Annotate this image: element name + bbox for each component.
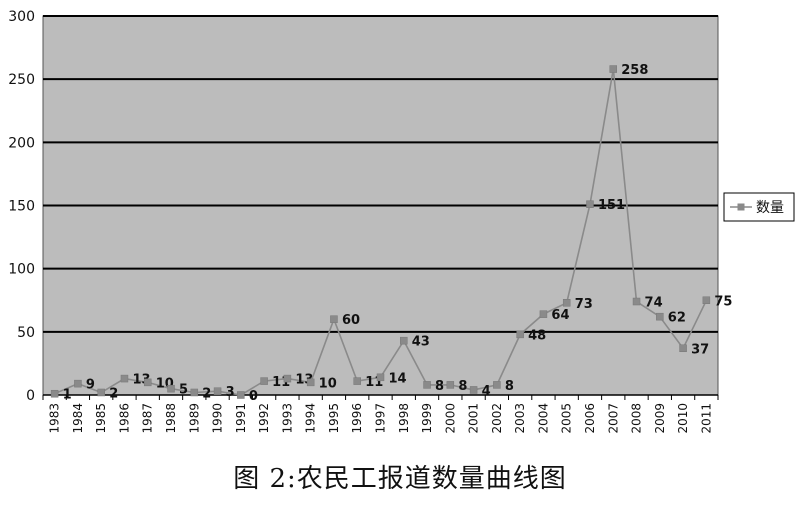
x-tick-label-2007: 2007 bbox=[606, 403, 620, 434]
data-point-1994 bbox=[306, 378, 315, 387]
x-tick-label-2002: 2002 bbox=[490, 403, 504, 434]
data-label-1983: 1 bbox=[63, 388, 72, 403]
x-tick-label-1984: 1984 bbox=[71, 403, 85, 434]
y-tick-label-100: 100 bbox=[8, 262, 35, 278]
legend-entry-label: 数量 bbox=[756, 200, 784, 216]
data-label-1985: 2 bbox=[109, 386, 118, 401]
data-point-1992 bbox=[260, 377, 268, 385]
data-label-1988: 5 bbox=[179, 383, 188, 398]
y-tick-label-300: 300 bbox=[8, 9, 35, 25]
x-tick-label-1989: 1989 bbox=[187, 403, 201, 434]
legend-marker-sample bbox=[737, 203, 745, 211]
data-point-1986 bbox=[120, 374, 129, 383]
data-point-2010 bbox=[679, 344, 687, 353]
data-point-1998 bbox=[400, 336, 408, 345]
data-point-1995 bbox=[330, 315, 338, 323]
x-tick-label-2011: 2011 bbox=[699, 403, 713, 434]
data-label-1994: 10 bbox=[319, 376, 337, 391]
data-label-2004: 64 bbox=[551, 308, 569, 323]
y-tick-label-50: 50 bbox=[17, 325, 35, 341]
data-point-2007 bbox=[609, 65, 618, 73]
data-point-1989 bbox=[190, 388, 199, 397]
data-label-2002: 8 bbox=[505, 379, 514, 394]
data-label-1998: 43 bbox=[412, 335, 430, 350]
data-point-1997 bbox=[376, 373, 385, 382]
x-tick-label-1990: 1990 bbox=[211, 403, 225, 434]
y-tick-label-200: 200 bbox=[8, 135, 35, 151]
data-label-2005: 73 bbox=[575, 297, 593, 312]
x-tick-label-1999: 1999 bbox=[420, 403, 434, 434]
x-tick-label-2004: 2004 bbox=[536, 403, 550, 434]
x-tick-label-2001: 2001 bbox=[467, 403, 481, 434]
data-point-1996 bbox=[353, 377, 361, 385]
data-point-1993 bbox=[283, 374, 292, 383]
x-tick-label-1996: 1996 bbox=[350, 403, 364, 434]
x-tick-label-1992: 1992 bbox=[257, 403, 271, 434]
x-tick-label-2006: 2006 bbox=[583, 403, 597, 434]
data-label-2009: 62 bbox=[668, 311, 686, 326]
data-label-2001: 4 bbox=[482, 384, 491, 399]
y-tick-label-250: 250 bbox=[8, 72, 35, 88]
data-point-2006 bbox=[586, 200, 594, 208]
x-tick-label-2008: 2008 bbox=[630, 403, 644, 434]
data-label-1995: 60 bbox=[342, 313, 360, 328]
data-point-1987 bbox=[143, 378, 152, 387]
data-label-2010: 37 bbox=[691, 342, 709, 357]
x-tick-label-1993: 1993 bbox=[280, 403, 294, 434]
x-tick-label-2005: 2005 bbox=[560, 403, 574, 434]
data-label-2006: 151 bbox=[598, 198, 625, 213]
data-label-2008: 74 bbox=[645, 296, 663, 311]
x-tick-label-1994: 1994 bbox=[304, 403, 318, 434]
data-point-1985 bbox=[97, 388, 105, 397]
data-label-1984: 9 bbox=[86, 378, 95, 393]
data-point-1999 bbox=[423, 381, 431, 389]
x-tick-label-1991: 1991 bbox=[234, 403, 248, 434]
data-label-1997: 14 bbox=[389, 371, 407, 386]
x-tick-label-2003: 2003 bbox=[513, 403, 527, 434]
data-label-2007: 258 bbox=[621, 63, 648, 78]
data-point-2000 bbox=[446, 381, 455, 389]
data-point-1983 bbox=[50, 389, 59, 398]
x-tick-label-1985: 1985 bbox=[94, 403, 108, 434]
y-tick-label-150: 150 bbox=[8, 199, 35, 215]
x-tick-label-2000: 2000 bbox=[443, 403, 457, 434]
x-tick-label-2009: 2009 bbox=[653, 403, 667, 434]
data-point-2005 bbox=[562, 299, 571, 307]
data-label-1991: 0 bbox=[249, 389, 258, 404]
x-tick-label-1998: 1998 bbox=[397, 403, 411, 434]
data-point-2001 bbox=[469, 386, 478, 394]
data-point-1990 bbox=[213, 387, 222, 395]
x-tick-label-1983: 1983 bbox=[48, 403, 62, 434]
figure-caption: 图 2:农民工报道数量曲线图 bbox=[233, 464, 567, 494]
x-tick-label-1995: 1995 bbox=[327, 403, 341, 434]
x-tick-label-1997: 1997 bbox=[374, 403, 388, 434]
y-tick-label-0: 0 bbox=[26, 388, 35, 404]
data-point-2011 bbox=[702, 296, 711, 304]
x-tick-label-1988: 1988 bbox=[164, 403, 178, 434]
data-label-1999: 8 bbox=[435, 379, 444, 394]
data-point-2003 bbox=[516, 330, 524, 339]
data-point-2008 bbox=[632, 297, 641, 306]
data-label-1990: 3 bbox=[226, 385, 235, 400]
data-label-2000: 8 bbox=[458, 379, 467, 394]
data-label-1989: 2 bbox=[202, 386, 211, 401]
data-point-2004 bbox=[539, 310, 548, 318]
x-tick-label-1986: 1986 bbox=[117, 403, 131, 434]
data-point-1991 bbox=[237, 391, 245, 399]
data-point-2002 bbox=[493, 381, 501, 389]
x-tick-label-2010: 2010 bbox=[676, 403, 690, 434]
data-point-2009 bbox=[656, 312, 664, 321]
data-label-2003: 48 bbox=[528, 328, 546, 343]
data-label-2011: 75 bbox=[714, 294, 732, 309]
data-point-1988 bbox=[167, 384, 175, 393]
data-point-1984 bbox=[74, 379, 82, 388]
x-tick-label-1987: 1987 bbox=[141, 403, 155, 434]
